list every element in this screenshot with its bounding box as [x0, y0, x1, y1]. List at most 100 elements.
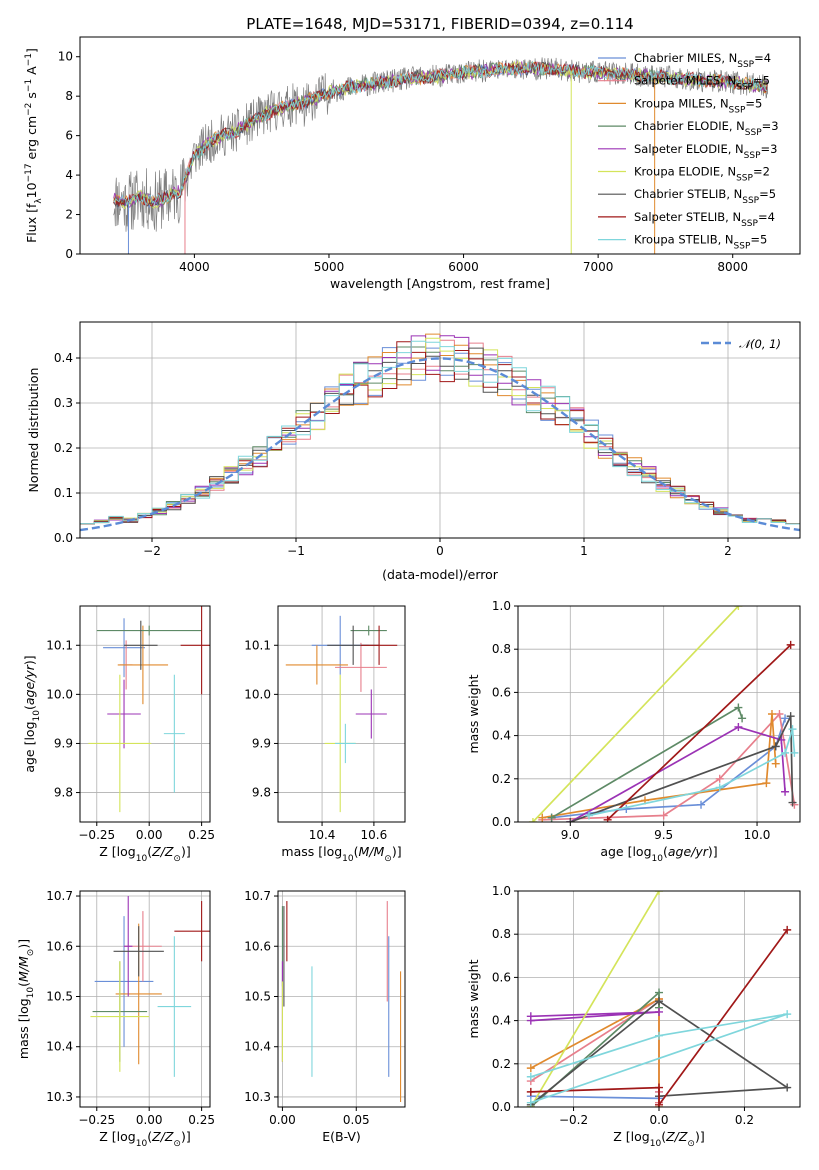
age_vs_mass-xtick-label: 10.4	[309, 828, 336, 842]
weights_vs_Z-xtick-label: 0.2	[735, 1113, 754, 1127]
weights_vs_age-weight-marker	[738, 714, 747, 723]
weights_vs_age-weight-marker	[790, 748, 799, 757]
weights_vs_Z-weight-marker	[655, 988, 663, 997]
weights_vs_age-ytick-label: 0.4	[492, 729, 511, 743]
mass_vs_EBV-xlabel: E(B-V)	[322, 1129, 361, 1144]
spectrum-ytick-label: 2	[65, 208, 73, 222]
mass_vs_Z-ytick-label: 10.5	[46, 989, 73, 1003]
spectrum-xtick-label: 7000	[583, 260, 614, 274]
weights_vs_age-ylabel: mass weight	[466, 674, 481, 753]
age_vs_Z-xtick-label: 0.00	[136, 828, 163, 842]
weights_vs_age-xtick-label: 10.0	[744, 828, 771, 842]
weights_vs_Z-ytick-label: 1.0	[492, 884, 511, 898]
spectrum-xlabel: wavelength [Angstrom, rest frame]	[330, 276, 550, 291]
mass_vs_Z-ytick-label: 10.3	[46, 1090, 73, 1104]
mass_vs_Z-panel: −0.25 0.00 0.25 10.3 10.4 10.5 10.6 10.7 Z [log1…	[16, 889, 215, 1149]
weights_vs_age-weight-marker	[547, 813, 556, 822]
age_vs_Z-plot-area	[88, 606, 210, 813]
residuals-ytick-label: 0.3	[54, 396, 73, 410]
spectrum-xtick-label: 8000	[717, 260, 748, 274]
mass_vs_Z-frame	[79, 890, 211, 1108]
weights_vs_Z-weight-marker	[526, 1098, 535, 1107]
mass_vs_EBV-xtick-label: 0.05	[343, 1113, 370, 1127]
age_vs_Z-frame	[79, 605, 211, 823]
spectrum-xtick-label: 4000	[179, 260, 210, 274]
spectrum-ytick-label: 6	[65, 129, 73, 143]
weights_vs_Z-weight-marker	[655, 1083, 663, 1092]
mass_vs_Z-plot-area	[90, 896, 210, 1077]
weights_vs_age-weight-marker	[734, 606, 743, 610]
spectrum-ytick-label: 8	[65, 89, 73, 103]
weights_vs_Z-ytick-label: 0.2	[492, 1057, 511, 1071]
age_vs_Z-xtick-label: −0.25	[78, 828, 115, 842]
spectrum-legend: Chabrier MILES, NSSP=4 Salpeter MILES, NS…	[598, 51, 779, 252]
weights_vs_age-plot-area	[528, 606, 799, 822]
weights_vs_Z-frame	[517, 890, 801, 1108]
weights_vs_age-xtick-label: 9.5	[654, 828, 673, 842]
age_vs_Z-ytick-label: 10.0	[46, 687, 73, 701]
weights_vs_Z-weight-line-6	[530, 1000, 790, 1106]
weights_vs_Z-xlabel: Z [log10(Z/Z⊙)]	[613, 1129, 704, 1149]
mass_vs_EBV-frame	[277, 890, 406, 1108]
residuals-ytick-label: 0.0	[54, 531, 73, 545]
weights_vs_Z-weight-marker	[783, 1010, 792, 1019]
weights_vs_Z-weight-marker	[526, 1064, 535, 1073]
residuals-xtick-label: −1	[287, 544, 305, 558]
spectrum-ylabel: Flux [fλ10−17 erg cm−2 s−1 A−1]	[24, 48, 44, 243]
weights_vs_age-ytick-label: 0.0	[492, 815, 511, 829]
weights_vs_age-weight-marker	[762, 779, 771, 788]
weights_vs_age-weight-marker	[659, 811, 668, 820]
normal-curve-line	[80, 357, 800, 532]
weights_vs_Z-weight-marker	[655, 891, 663, 895]
mass_vs_Z-ytick-label: 10.4	[46, 1040, 73, 1054]
mass_vs_EBV-ytick-label: 10.7	[244, 889, 271, 903]
weights_vs_Z-weight-marker	[783, 1083, 792, 1092]
residuals-xtick-label: 0	[436, 544, 444, 558]
weights_vs_age-weight-marker	[734, 703, 743, 712]
weights_vs_age-xlabel: age [log10(age/yr)]	[600, 844, 717, 864]
weights_vs_age-weight-line-7	[607, 644, 792, 821]
weights_vs_age-weight-marker	[528, 818, 537, 822]
weights_vs_Z-ytick-label: 0.0	[492, 1100, 511, 1114]
mass_vs_Z-xtick-label: 0.00	[136, 1113, 163, 1127]
residuals-xlabel: (data-model)/error	[382, 567, 499, 582]
weights_vs_age-weight-marker	[771, 759, 780, 768]
weights_vs_age-frame	[517, 605, 801, 823]
legend-label-1: Salpeter MILES, NSSP=5	[634, 74, 770, 93]
weights_vs_age-weight-marker	[697, 800, 706, 809]
age_vs_mass-plot-area	[285, 615, 398, 813]
figure-title: PLATE=1648, MJD=53171, FIBERID=0394, z=0…	[246, 15, 633, 33]
spectrum-xtick-label: 6000	[448, 260, 479, 274]
weights_vs_age-weight-marker	[788, 725, 797, 734]
mass_vs_Z-ytick-label: 10.6	[46, 939, 73, 953]
weights_vs_Z-plot-area	[526, 891, 792, 1107]
weights_vs_age-weight-marker	[715, 774, 724, 783]
weights_vs_age-weight-marker	[767, 710, 776, 718]
legend-label-3: Chabrier ELODIE, NSSP=3	[634, 119, 779, 138]
weights_vs_age-weight-marker	[771, 742, 780, 751]
age_vs_Z-xtick-label: 0.25	[188, 828, 215, 842]
weights_vs_age-weight-line-3	[551, 706, 743, 819]
weights_vs_Z-weight-line-7	[530, 929, 788, 1107]
legend-label-5: Kroupa ELODIE, NSSP=2	[634, 165, 770, 184]
weights_vs_Z-panel: −0.2 0.0 0.2 0.0 0.2 0.4 0.6 0.8 1.0 Z [log10(Z/Z…	[466, 884, 801, 1149]
weights_vs_age-weight-marker	[781, 714, 790, 723]
age_vs_Z-xlabel: Z [log10(Z/Z⊙)]	[99, 844, 190, 864]
residuals-plot-area	[80, 333, 800, 538]
weights_vs_age-panel: 9.0 9.5 10.0 0.0 0.2 0.4 0.6 0.8 1.0 age [log10(a…	[466, 599, 801, 864]
weights_vs_Z-ytick-label: 0.6	[492, 970, 511, 984]
residuals-xtick-label: 1	[580, 544, 588, 558]
weights_vs_Z-weight-marker	[655, 997, 663, 1006]
legend-label-0: Chabrier MILES, NSSP=4	[634, 51, 771, 70]
weights_vs_Z-weight-marker	[526, 1072, 535, 1081]
age_vs_Z-ytick-label: 9.8	[54, 786, 73, 800]
mass_vs_EBV-ytick-label: 10.4	[244, 1040, 271, 1054]
spectrum-ytick-label: 4	[65, 168, 73, 182]
spectrum-panel: 4000 5000 6000 7000 8000 0 2 4 6 8 10 wavelength [A…	[24, 36, 801, 291]
weights_vs_age-xtick-label: 9.0	[561, 828, 580, 842]
legend-label-8: Kroupa STELIB, NSSP=5	[634, 233, 767, 252]
age_vs_Z-panel: −0.25 0.00 0.25 9.8 9.9 10.0 10.1 Z [log10(Z/Z⊙…	[22, 605, 215, 864]
residuals-ylabel: Normed distribution	[26, 368, 41, 493]
weights_vs_age-weight-marker	[715, 783, 724, 792]
